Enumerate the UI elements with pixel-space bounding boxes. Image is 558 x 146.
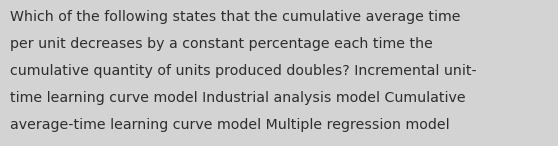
Text: Which of the following states that the cumulative average time: Which of the following states that the c… — [10, 10, 460, 24]
Text: time learning curve model Industrial analysis model Cumulative: time learning curve model Industrial ana… — [10, 91, 466, 105]
Text: per unit decreases by a constant percentage each time the: per unit decreases by a constant percent… — [10, 37, 433, 51]
Text: cumulative quantity of units produced doubles? Incremental unit-: cumulative quantity of units produced do… — [10, 64, 477, 78]
Text: average-time learning curve model Multiple regression model: average-time learning curve model Multip… — [10, 118, 450, 132]
